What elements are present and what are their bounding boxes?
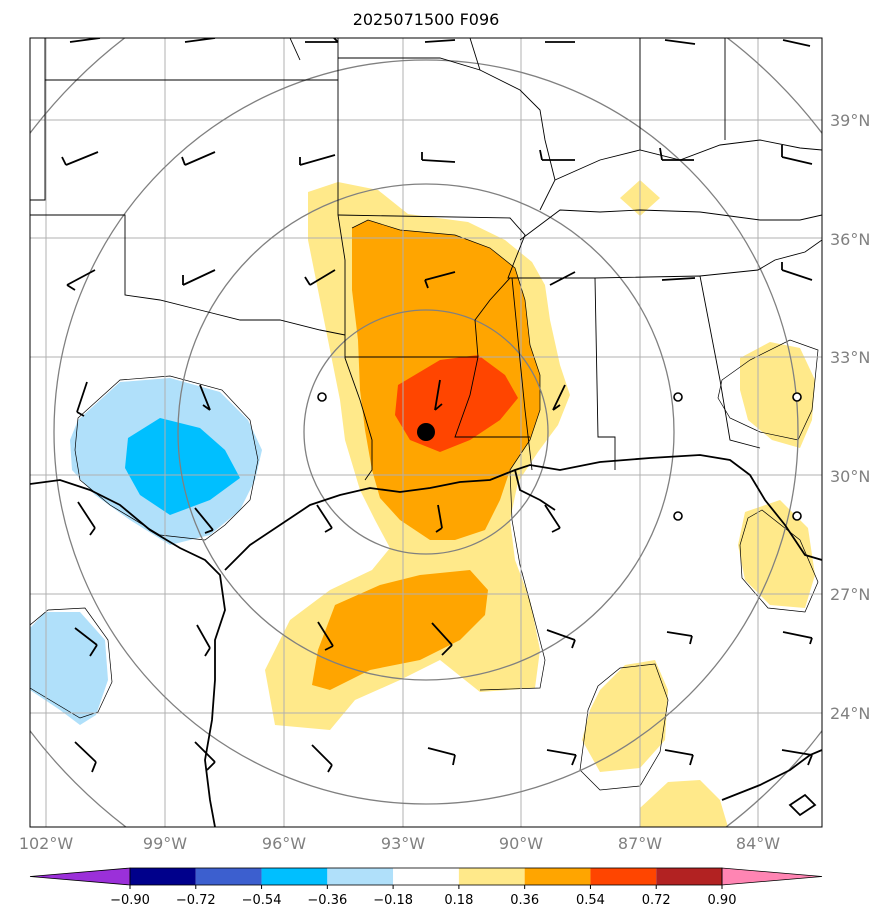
calm-wind-markers (317, 392, 802, 521)
lon-label: 102°W (19, 834, 74, 853)
map-frame (29, 37, 823, 828)
colorbar-labels: −0.90 −0.72 −0.54 −0.36 −0.18 0.18 0.36 0.54 0.7… (110, 893, 736, 908)
lon-label: 93°W (381, 834, 425, 853)
positive-anomaly-patch-south (640, 780, 728, 827)
lat-label: 27°N (830, 585, 870, 604)
latitude-labels: 39°N 36°N 33°N 30°N 27°N 24°N (830, 111, 870, 723)
colorbar-segment (130, 868, 196, 885)
colorbar-segment (524, 868, 591, 885)
colorbar-segment (590, 868, 657, 885)
lon-label: 96°W (262, 834, 306, 853)
colorbar-tick-label: −0.90 (110, 893, 150, 908)
colorbar-segment (458, 868, 525, 885)
lon-label: 90°W (499, 834, 543, 853)
colorbar-ticks (129, 885, 723, 889)
negative-anomaly-region-sw (30, 612, 108, 725)
coastline (30, 454, 822, 827)
anomaly-fills (30, 180, 815, 827)
colorbar-segment (327, 868, 394, 885)
lat-label: 30°N (830, 467, 870, 486)
colorbar-segment (393, 868, 459, 885)
lon-label: 87°W (618, 834, 662, 853)
negative-anomaly-region-core (125, 418, 240, 515)
lat-label: 39°N (830, 111, 870, 130)
colorbar-segment (656, 868, 722, 885)
colorbar-segment (261, 868, 328, 885)
center-point-marker (417, 423, 435, 441)
colorbar-extend-low (29, 867, 131, 886)
colorbar: −0.90 −0.72 −0.54 −0.36 −0.18 0.18 0.36 0.54 0.7… (29, 867, 823, 908)
wind-barbs (61, 38, 813, 773)
lat-label: 33°N (830, 348, 870, 367)
positive-anomaly-patch-fl (738, 500, 815, 608)
gridlines (30, 38, 822, 827)
positive-anomaly-patch-gulf (582, 660, 668, 772)
colorbar-tick-label: 0.18 (444, 893, 473, 908)
political-boundaries (30, 38, 822, 481)
colorbar-tick-label: −0.54 (242, 893, 282, 908)
colorbar-segment (195, 868, 262, 885)
colorbar-tick-label: −0.72 (176, 893, 216, 908)
colorbar-tick-label: 0.72 (642, 893, 671, 908)
colorbar-tick-label: 0.54 (576, 893, 605, 908)
colorbar-tick-label: 0.36 (510, 893, 539, 908)
lon-label: 99°W (143, 834, 187, 853)
range-ring-1 (303, 309, 549, 555)
colorbar-tick-label: −0.18 (373, 893, 413, 908)
longitude-labels: 102°W 99°W 96°W 93°W 90°W 87°W 84°W (19, 834, 780, 853)
contour-lines (30, 219, 819, 791)
colorbar-segments (29, 867, 823, 886)
colorbar-extend-high (721, 867, 823, 886)
positive-anomaly-patch-ga (740, 342, 815, 448)
colorbar-tick-label: −0.36 (307, 893, 347, 908)
positive-anomaly-region-orange-south (312, 570, 488, 690)
map-title: 2025071500 F096 (353, 10, 500, 29)
lon-label: 84°W (736, 834, 780, 853)
lat-label: 36°N (830, 230, 870, 249)
lat-label: 24°N (830, 704, 870, 723)
colorbar-tick-label: 0.90 (708, 893, 737, 908)
colorbar-frame (129, 867, 723, 886)
